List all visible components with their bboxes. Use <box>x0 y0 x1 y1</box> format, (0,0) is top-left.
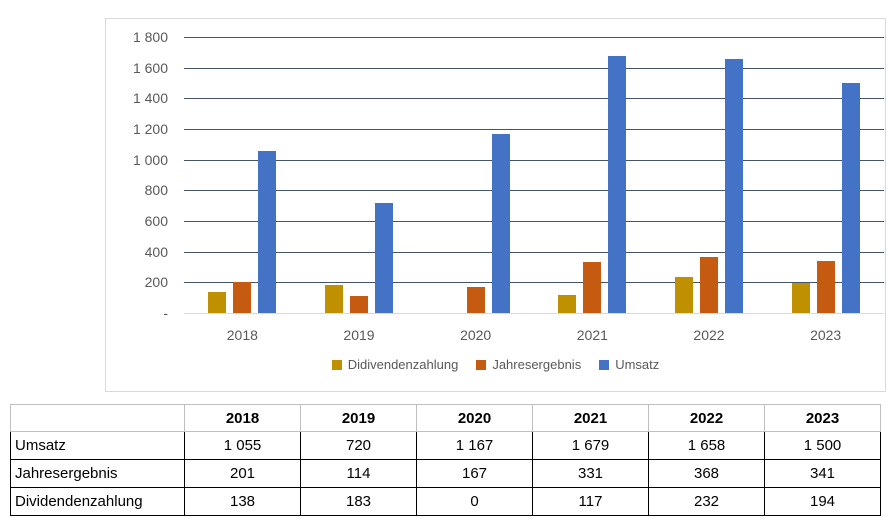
row-label-dividendenzahlung[interactable]: Dividendenzahlung <box>10 487 185 516</box>
table-year-header-2020[interactable]: 2020 <box>416 404 533 432</box>
table-year-header-2022[interactable]: 2022 <box>648 404 765 432</box>
y-axis-tick-label: 600 <box>144 213 168 229</box>
x-axis-label: 2023 <box>810 327 842 343</box>
legend-item-didivendenzahlung: Didivendenzahlung <box>331 357 459 372</box>
y-axis-tick-label: 1 800 <box>132 29 168 45</box>
chart-legend: Didivendenzahlung Jahresergebnis Umsatz <box>106 357 885 372</box>
cell-dividendenzahlung-2022[interactable]: 232 <box>648 487 765 516</box>
x-axis-label: 2018 <box>226 327 258 343</box>
legend-swatch-icon <box>331 359 342 370</box>
cell-jahresergebnis-2020[interactable]: 167 <box>416 459 533 488</box>
legend-item-umsatz: Umsatz <box>599 357 659 372</box>
table-year-header-2023[interactable]: 2023 <box>764 404 881 432</box>
bar-group-2023 <box>767 37 884 313</box>
y-axis-tick-label: 400 <box>144 244 168 260</box>
table-year-header-2018[interactable]: 2018 <box>184 404 301 432</box>
cell-umsatz-2021[interactable]: 1 679 <box>532 431 649 460</box>
cell-jahresergebnis-2019[interactable]: 114 <box>300 459 417 488</box>
table-header-row: 2018 2019 2020 2021 2022 2023 <box>10 404 881 432</box>
bar-jahresergebnis-2019 <box>349 296 368 313</box>
bar-jahresergebnis-2023 <box>816 261 835 313</box>
bar-group-2019 <box>301 37 418 313</box>
bar-umsatz-2023 <box>841 83 860 313</box>
cell-dividendenzahlung-2020[interactable]: 0 <box>416 487 533 516</box>
cell-jahresergebnis-2018[interactable]: 201 <box>184 459 301 488</box>
legend-swatch-icon <box>599 359 610 370</box>
legend-item-jahresergebnis: Jahresergebnis <box>476 357 581 372</box>
legend-label: Umsatz <box>615 357 660 372</box>
table-row: Jahresergebnis 201 114 167 331 368 341 <box>10 459 881 488</box>
bar-group-2018 <box>184 37 301 313</box>
y-axis-tick-label: 1 000 <box>132 152 168 168</box>
row-label-umsatz[interactable]: Umsatz <box>10 431 185 460</box>
y-axis-tick-label: - <box>163 305 168 321</box>
y-axis-tick-label: 200 <box>144 274 168 290</box>
bar-umsatz-2018 <box>258 151 277 313</box>
cell-umsatz-2019[interactable]: 720 <box>300 431 417 460</box>
data-table: 2018 2019 2020 2021 2022 2023 Umsatz 1 055 720 1 … <box>10 404 881 516</box>
bar-didivendenzahlung-2021 <box>558 295 577 313</box>
table-corner-cell[interactable] <box>10 404 185 432</box>
bar-didivendenzahlung-2022 <box>674 277 693 313</box>
bar-group-2021 <box>534 37 651 313</box>
x-axis-label: 2020 <box>460 327 492 343</box>
bar-umsatz-2020 <box>491 134 510 313</box>
legend-swatch-icon <box>476 359 487 370</box>
cell-dividendenzahlung-2018[interactable]: 138 <box>184 487 301 516</box>
bar-jahresergebnis-2021 <box>583 262 602 313</box>
x-axis-line <box>184 313 884 314</box>
bar-didivendenzahlung-2019 <box>324 285 343 313</box>
bar-umsatz-2019 <box>374 203 393 313</box>
cell-umsatz-2020[interactable]: 1 167 <box>416 431 533 460</box>
legend-label: Jahresergebnis <box>492 357 582 372</box>
table-row: Dividendenzahlung 138 183 0 117 232 194 <box>10 487 881 516</box>
bar-chart[interactable]: Didivendenzahlung Jahresergebnis Umsatz 1 … <box>105 18 886 392</box>
bar-jahresergebnis-2022 <box>699 257 718 313</box>
legend-label: Didivendenzahlung <box>347 357 459 372</box>
cell-dividendenzahlung-2021[interactable]: 117 <box>532 487 649 516</box>
bar-jahresergebnis-2018 <box>233 282 252 313</box>
cell-jahresergebnis-2023[interactable]: 341 <box>764 459 881 488</box>
row-label-jahresergebnis[interactable]: Jahresergebnis <box>10 459 185 488</box>
cell-umsatz-2018[interactable]: 1 055 <box>184 431 301 460</box>
x-axis-label: 2022 <box>693 327 725 343</box>
cell-dividendenzahlung-2019[interactable]: 183 <box>300 487 417 516</box>
bar-didivendenzahlung-2018 <box>208 292 227 313</box>
bar-group-2020 <box>417 37 534 313</box>
table-year-header-2019[interactable]: 2019 <box>300 404 417 432</box>
x-axis-label: 2019 <box>343 327 375 343</box>
bar-umsatz-2021 <box>608 56 627 313</box>
y-axis-tick-label: 800 <box>144 182 168 198</box>
bar-group-2022 <box>651 37 768 313</box>
cell-jahresergebnis-2021[interactable]: 331 <box>532 459 649 488</box>
cell-umsatz-2023[interactable]: 1 500 <box>764 431 881 460</box>
cell-jahresergebnis-2022[interactable]: 368 <box>648 459 765 488</box>
bar-jahresergebnis-2020 <box>466 287 485 313</box>
table-year-header-2021[interactable]: 2021 <box>532 404 649 432</box>
bar-didivendenzahlung-2023 <box>791 283 810 313</box>
y-axis-tick-label: 1 200 <box>132 121 168 137</box>
cell-umsatz-2022[interactable]: 1 658 <box>648 431 765 460</box>
table-row: Umsatz 1 055 720 1 167 1 679 1 658 1 500 <box>10 431 881 460</box>
bar-umsatz-2022 <box>724 59 743 313</box>
y-axis-tick-label: 1 400 <box>132 90 168 106</box>
x-axis-label: 2021 <box>576 327 608 343</box>
y-axis-tick-label: 1 600 <box>132 60 168 76</box>
cell-dividendenzahlung-2023[interactable]: 194 <box>764 487 881 516</box>
